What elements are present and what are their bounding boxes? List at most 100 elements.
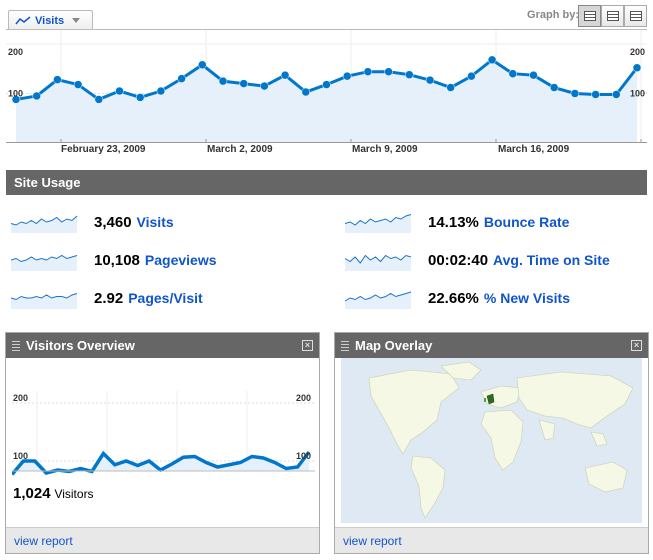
day-icon	[583, 11, 596, 21]
metric-dropdown-label: Visits	[35, 14, 65, 27]
usage-link-new-visits[interactable]: % New Visits	[483, 290, 570, 306]
sparkline-line	[10, 293, 78, 301]
data-point[interactable]	[280, 70, 290, 80]
data-point[interactable]	[177, 74, 186, 83]
data-point[interactable]	[342, 71, 352, 81]
metric-dropdown[interactable]: Visits	[8, 10, 93, 30]
sparkline	[344, 254, 412, 271]
data-point[interactable]	[322, 80, 331, 89]
sparkline-line	[10, 254, 78, 263]
usage-pageviews: 10,108 Pageviews	[10, 249, 217, 271]
y-tick-label: 200	[8, 47, 23, 57]
data-point[interactable]	[363, 67, 373, 76]
data-point[interactable]	[198, 60, 207, 70]
data-point[interactable]	[239, 79, 248, 88]
data-point[interactable]	[135, 93, 145, 102]
visitors-count-label: Visitors	[54, 487, 94, 501]
y-tick-label: 100	[13, 451, 28, 461]
data-point[interactable]	[11, 95, 21, 104]
data-point[interactable]	[115, 86, 124, 96]
sparkline	[10, 293, 78, 309]
graph-by-label: Graph by:	[527, 9, 579, 21]
y-tick-label: 100	[8, 89, 23, 99]
data-point[interactable]	[632, 63, 642, 73]
world-map-graphic	[368, 361, 634, 519]
usage-visits: 3,460 Visits	[10, 211, 174, 233]
date-label: March 16, 2009	[498, 144, 570, 155]
usage-value: 2.92	[94, 289, 124, 307]
site-usage-header: Site Usage	[6, 170, 647, 195]
data-point[interactable]	[384, 67, 393, 76]
close-icon[interactable]: ×	[302, 340, 313, 351]
usage-link-pageviews[interactable]: Pageviews	[144, 252, 217, 268]
usage-value: 10,108	[94, 251, 140, 269]
usage-value: 14.13%	[428, 213, 479, 231]
data-point[interactable]	[591, 90, 600, 99]
usage-avg-time: 00:02:40 Avg. Time on Site	[344, 249, 610, 271]
drag-handle-icon[interactable]	[12, 340, 20, 351]
data-point[interactable]	[94, 95, 104, 104]
month-icon	[629, 11, 642, 21]
data-point[interactable]	[405, 70, 414, 79]
sparkline	[10, 215, 78, 233]
chevron-down-icon	[72, 18, 81, 23]
y-tick-label: 200	[13, 393, 28, 403]
map-region-highlight	[486, 393, 495, 405]
usage-value: 00:02:40	[428, 251, 489, 269]
close-icon[interactable]: ×	[631, 340, 642, 351]
data-point[interactable]	[425, 75, 435, 85]
sparkline-line	[344, 254, 412, 264]
sparkline-fill	[345, 255, 411, 271]
usage-new-visits: 22.66% % New Visits	[344, 287, 570, 309]
date-label: February 23, 2009	[61, 144, 146, 155]
sparkline-fill	[345, 214, 411, 233]
sparkline	[344, 214, 412, 233]
data-point[interactable]	[612, 90, 621, 99]
sparkline-line	[344, 214, 412, 226]
data-point[interactable]	[218, 76, 228, 86]
week-icon	[606, 11, 619, 21]
data-point[interactable]	[529, 70, 538, 80]
y-tick-label: 100	[630, 89, 645, 99]
usage-link-avg-time[interactable]: Avg. Time on Site	[493, 252, 610, 268]
graph-by-day-button[interactable]	[578, 5, 601, 27]
sparkline-fill	[11, 216, 77, 233]
usage-link-visits[interactable]: Visits	[136, 214, 174, 230]
sparkline-line	[344, 291, 412, 302]
sparkline-line	[10, 215, 78, 226]
drag-handle-icon[interactable]	[341, 340, 349, 351]
data-point[interactable]	[301, 87, 311, 97]
usage-link-pages-visit[interactable]: Pages/Visit	[128, 290, 203, 306]
map-overlay-panel: Map Overlay × view report	[334, 332, 649, 554]
data-point[interactable]	[73, 80, 83, 89]
y-tick-label: 100	[296, 451, 311, 461]
usage-bounce-rate: 14.13% Bounce Rate	[344, 211, 569, 233]
usage-link-bounce-rate[interactable]: Bounce Rate	[483, 214, 570, 230]
data-point[interactable]	[156, 86, 166, 96]
data-point[interactable]	[32, 91, 41, 101]
view-report-link[interactable]: view report	[6, 527, 319, 553]
visitors-count: 1,024 Visitors	[13, 485, 94, 502]
data-point[interactable]	[570, 89, 580, 98]
data-point[interactable]	[467, 71, 476, 81]
sparkline-fill	[11, 255, 77, 271]
sparkline-fill	[11, 293, 77, 309]
data-point[interactable]	[53, 75, 62, 84]
data-point[interactable]	[260, 81, 269, 91]
usage-pages-visit: 2.92 Pages/Visit	[10, 287, 203, 309]
graph-by-month-button[interactable]	[624, 5, 647, 27]
panel-header[interactable]: Visitors Overview ×	[6, 333, 319, 358]
panel-header[interactable]: Map Overlay ×	[335, 333, 648, 358]
data-point[interactable]	[446, 83, 455, 92]
data-point[interactable]	[508, 69, 518, 78]
panel-title: Visitors Overview	[26, 338, 135, 353]
visits-over-time-chart: 200 100 200 100	[6, 29, 647, 156]
world-map[interactable]	[341, 358, 642, 523]
data-point[interactable]	[487, 55, 497, 65]
date-label: March 9, 2009	[352, 144, 418, 155]
data-point[interactable]	[549, 83, 559, 92]
visitors-overview-panel: Visitors Overview × 200 100 200 100 1,024 V…	[5, 332, 320, 554]
view-report-link[interactable]: view report	[335, 527, 648, 553]
visitors-chart: 200 100 200 100	[12, 391, 315, 476]
graph-by-week-button[interactable]	[601, 5, 624, 27]
